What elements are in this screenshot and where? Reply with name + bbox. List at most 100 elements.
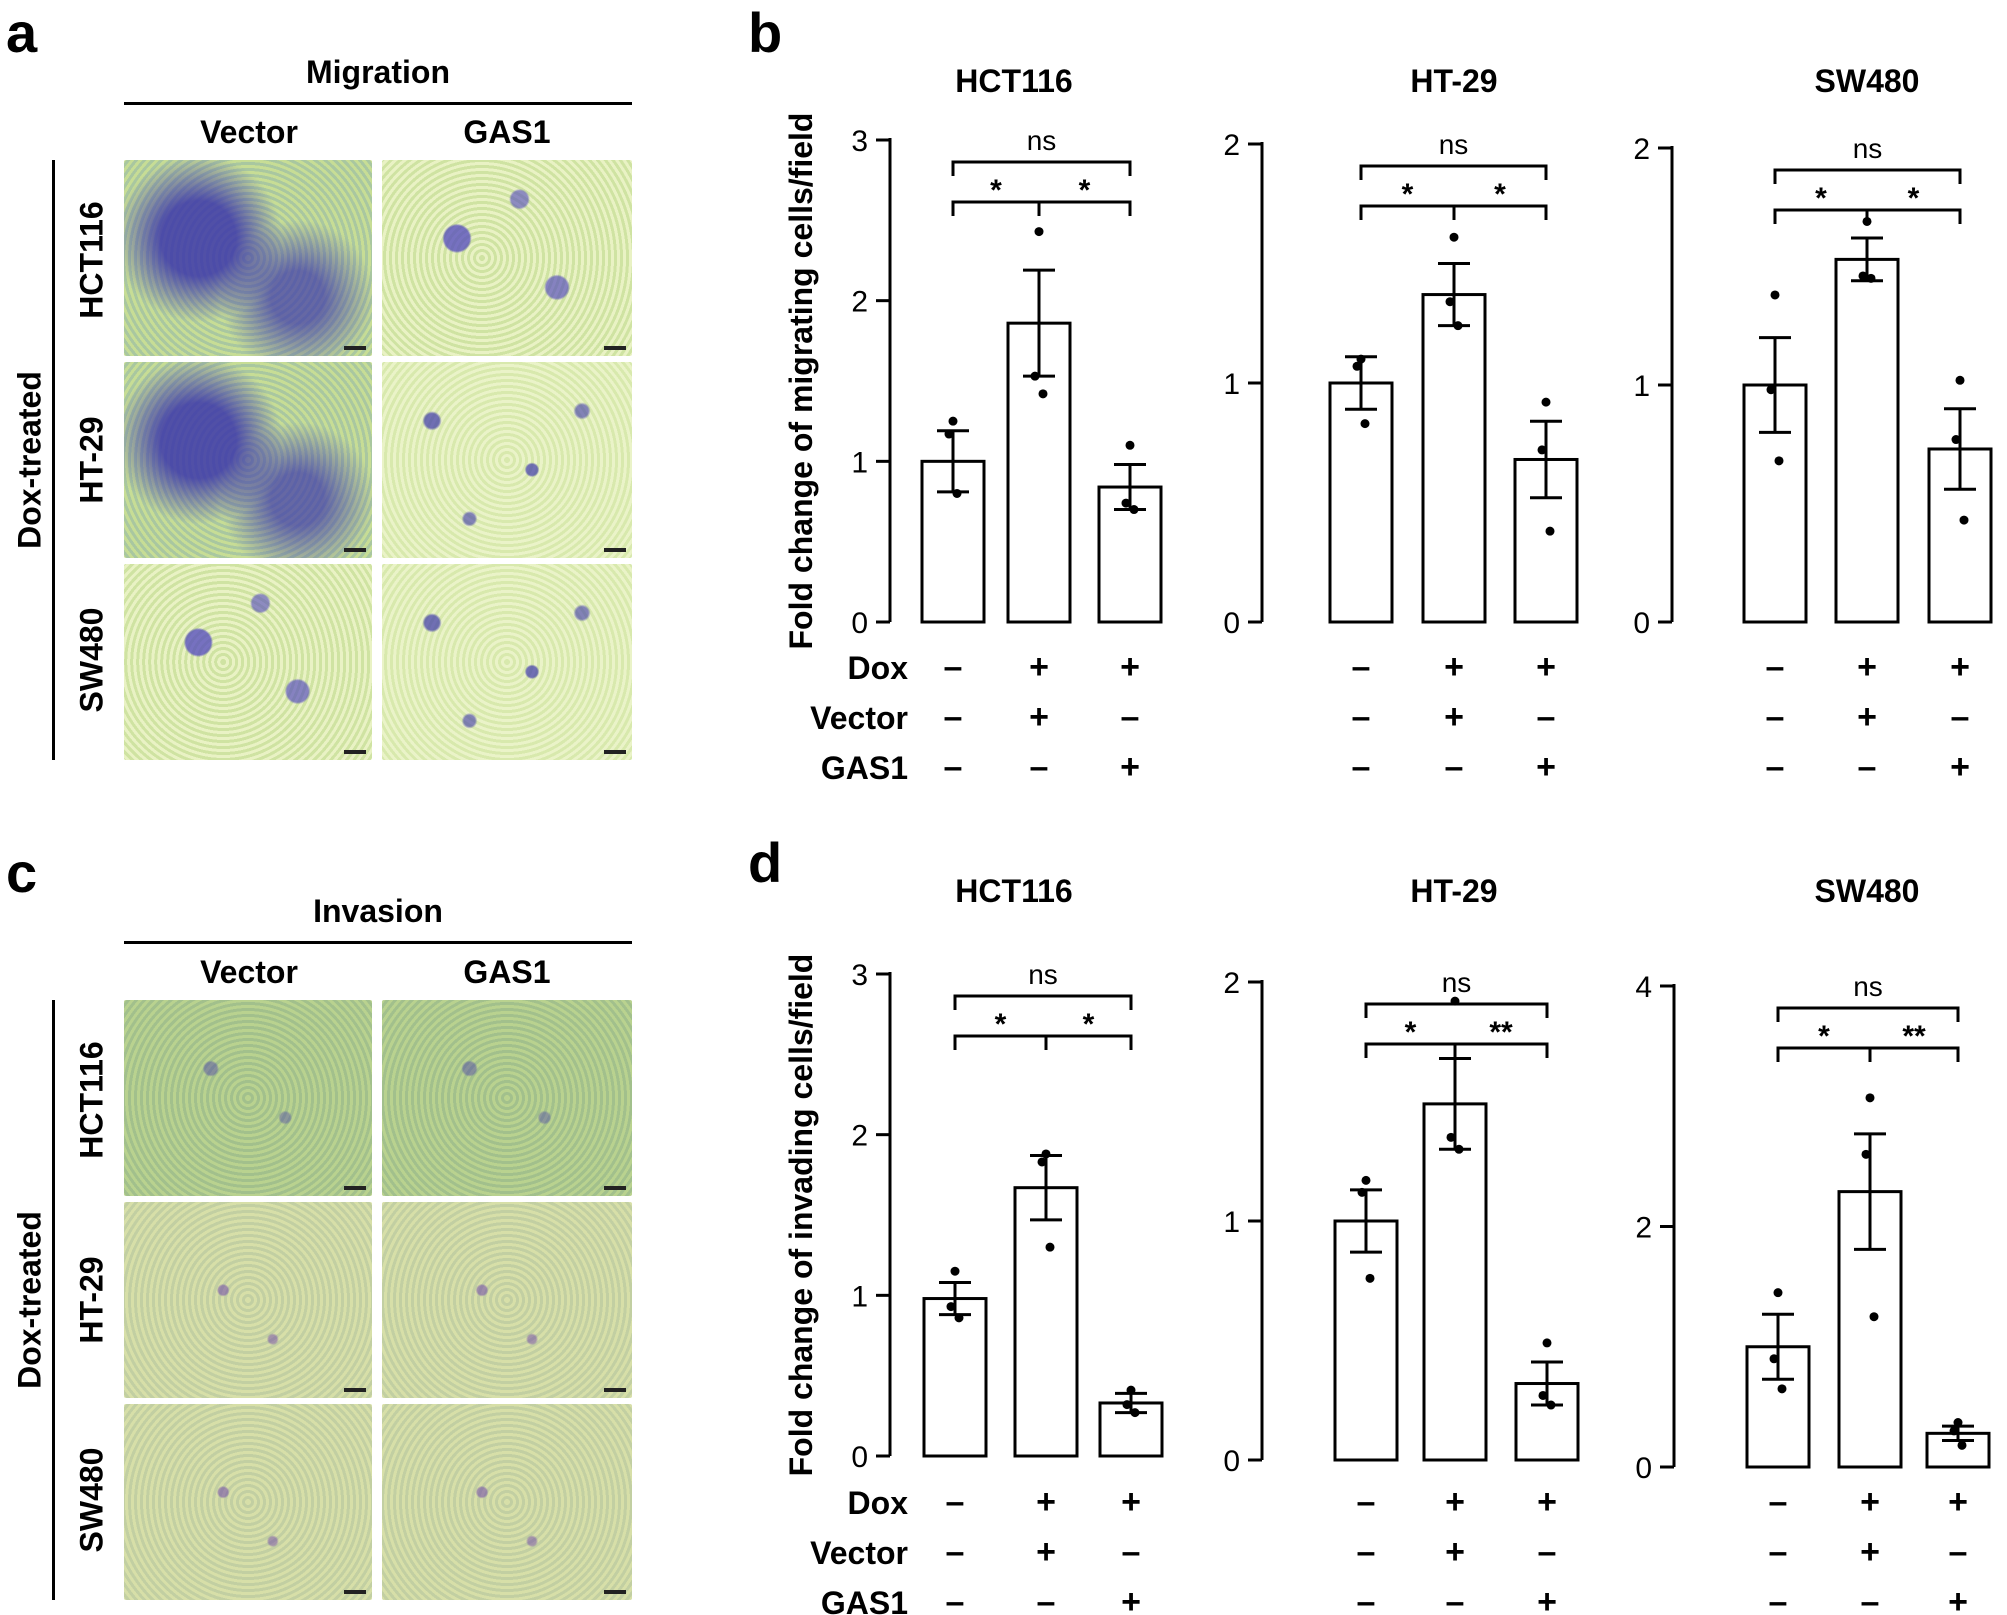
chart-b-2-cond-0-1: + [1857,648,1877,686]
chart-d-3-cond-2-2: + [1121,1583,1141,1615]
chart-b-2-cond-2-2: + [1950,748,1970,786]
chart-b-2-point-2-2 [1959,515,1969,525]
chart-d-3-point-1-2 [1045,1242,1055,1252]
chart-b-0-cond-2-1: – [1030,748,1049,786]
chart-b-0-cond-0-1: + [1029,648,1049,686]
chart-b-0-point-2-2 [1129,505,1139,515]
chart-b-1-point-0-2 [1360,419,1370,429]
chart-b-0-sig-label-2: ns [1027,125,1057,156]
micrograph-invasion-sw480-vector [124,1404,372,1600]
chart-d-3-point-0-0 [950,1266,960,1276]
chart-b-2-sig-label-2: ns [1853,133,1883,164]
chart-d-5-point-1-2 [1869,1312,1879,1322]
chart-d-5-sig-label-2: ns [1853,971,1883,1002]
chart-b-1-bar-1 [1421,293,1487,624]
migration-title: Migration [306,54,450,90]
chart-b-0-ytick-label-1: 1 [851,446,868,479]
chart-d-3-cond-1-1: + [1036,1533,1056,1571]
chart-b-0-point-1-2 [1038,389,1048,399]
chart-b-1-point-2-0 [1541,397,1551,407]
chart-d-3-point-0-1 [946,1302,956,1312]
chart-b-1-cond-1-2: – [1537,698,1556,736]
chart-b-0-title: HCT116 [955,63,1072,99]
chart-d-5-sig-bracket-2 [1776,1006,1960,1022]
micrograph-invasion-ht29-gas1 [382,1202,632,1398]
chart-b-2-point-2-1 [1951,435,1961,445]
chart-d-4-cond-1-0: – [1357,1533,1376,1571]
chart-b-0-point-1-0 [1034,227,1044,237]
chart-d-5-point-2-0 [1953,1418,1963,1428]
micrograph-migration-sw480-vector [124,564,372,760]
condition-row-label-b-1: Vector [810,700,908,736]
chart-b-1-ytick-label-2: 2 [1223,129,1240,162]
chart-d-4-cond-0-1: + [1445,1483,1465,1521]
chart-d-3-ytick-label-1: 1 [851,1280,868,1313]
chart-b-0-point-2-1 [1121,498,1131,508]
chart-b-0-ytick-label-0: 0 [851,607,868,640]
condition-row-label-d-2: GAS1 [821,1585,908,1615]
chart-b-1-title: HT-29 [1410,63,1497,99]
chart-d-3-point-0-2 [954,1313,964,1323]
chart-b-0-sig-label-0: * [990,174,1002,207]
chart-d-3-point-2-1 [1122,1400,1132,1410]
chart-b-0-cond-2-2: + [1120,748,1140,786]
micrograph-migration-ht29-gas1 [382,362,632,558]
chart-b-2-point-0-1 [1766,385,1776,395]
chart-b-1-point-2-2 [1545,526,1555,536]
chart-b-1-sig-label-0: * [1402,178,1414,211]
chart-b-1-point-2-1 [1537,445,1547,455]
chart-d-5-sig-label-0: * [1818,1020,1830,1053]
chart-b-2-cond-0-0: – [1766,648,1785,686]
chart-b-2-point-1-2 [1866,273,1876,283]
chart-b-2-point-1-1 [1858,271,1868,281]
chart-d-5-point-0-2 [1777,1384,1787,1394]
chart-d-5-point-2-1 [1949,1426,1959,1436]
chart-b-2-sig-bracket-2 [1773,168,1962,184]
chart-b-1-point-0-0 [1356,354,1366,364]
chart-d-4-point-1-1 [1446,1132,1456,1142]
chart-b-1-sig-label-1: * [1494,178,1506,211]
chart-d-5-ytick-label-1: 2 [1635,1212,1652,1245]
chart-b-0-point-0-1 [944,429,954,439]
chart-b-0-point-0-2 [952,488,962,498]
chart-b-0-point-1-1 [1030,371,1040,381]
chart-d-5-point-0-0 [1773,1288,1783,1298]
chart-d-5-cond-2-1: – [1861,1583,1880,1615]
chart-d-4-bar-1 [1422,1102,1488,1462]
micrograph-migration-sw480-gas1 [382,564,632,760]
micrograph-migration-hct116-gas1 [382,160,632,356]
chart-d-4-sig-label-2: ns [1442,967,1472,998]
chart-d-3-bar-0 [922,1297,988,1458]
chart-b-1-sig-bracket-2 [1359,164,1548,180]
migration-side-rule [52,160,55,760]
chart-d-3-sig-bracket-2 [953,994,1133,1010]
micrograph-invasion-hct116-vector [124,1000,372,1196]
chart-b-2-cond-1-2: – [1951,698,1970,736]
chart-b-2-cond-1-1: + [1857,698,1877,736]
chart-d-4-sig-bracket-2 [1364,1002,1549,1018]
chart-d-5-ytick-label-2: 4 [1635,971,1652,1004]
chart-b-1-sig-label-2: ns [1439,129,1469,160]
chart-b-0-cond-0-2: + [1120,648,1140,686]
chart-d-3-ylabel: Fold change of invading cells/field [783,954,819,1477]
chart-b-2-cond-2-0: – [1766,748,1785,786]
panel-letter-a: a [6,1,38,64]
chart-d-5-sig-bracket-1 [1868,1046,1960,1062]
chart-d-3-cond-2-1: – [1037,1583,1056,1615]
chart-d-4-cond-0-2: + [1537,1483,1557,1521]
chart-d-5-cond-1-1: + [1860,1533,1880,1571]
chart-d-3-sig-label-0: * [995,1008,1007,1041]
chart-d-4-point-2-0 [1542,1338,1552,1348]
chart-d-4-ytick-label-1: 1 [1223,1206,1240,1239]
chart-d-4-cond-2-0: – [1357,1583,1376,1615]
chart-d-5-point-1-1 [1861,1149,1871,1159]
micrograph-invasion-ht29-vector [124,1202,372,1398]
chart-b-1-cond-0-1: + [1444,648,1464,686]
chart-d-3-cond-1-2: – [1122,1533,1141,1571]
chart-d-4-point-0-0 [1361,1175,1371,1185]
chart-d-3-ytick-label-3: 3 [851,959,868,992]
invasion-col-vector: Vector [200,954,298,990]
condition-row-label-b-2: GAS1 [821,750,908,786]
chart-b-1-point-0-1 [1352,361,1362,371]
chart-d-5-point-2-2 [1957,1440,1967,1450]
